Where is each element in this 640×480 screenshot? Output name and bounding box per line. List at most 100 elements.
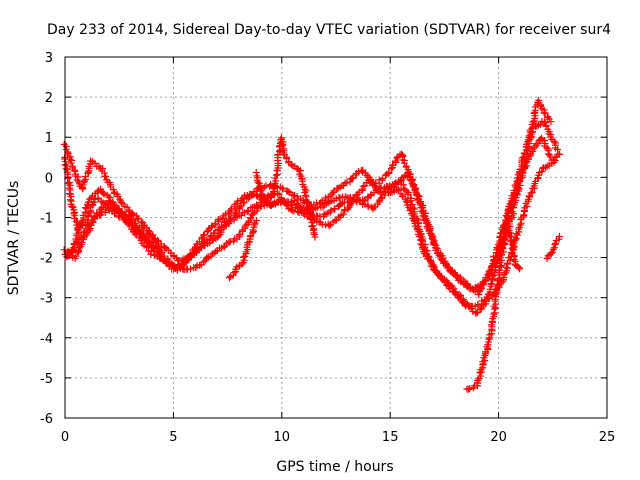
data-point — [504, 223, 512, 231]
x-tick-label: 10 — [274, 430, 291, 445]
data-point — [66, 155, 74, 163]
data-point — [403, 187, 411, 195]
data-point — [99, 189, 107, 197]
data-point — [260, 202, 268, 210]
data-point — [311, 233, 319, 241]
y-tick-label: -2 — [40, 252, 53, 267]
data-point — [331, 217, 339, 225]
data-point — [218, 222, 226, 230]
data-point — [364, 203, 372, 211]
data-point — [208, 222, 216, 230]
data-point — [287, 161, 295, 169]
data-point — [225, 274, 233, 282]
data-point — [327, 206, 335, 214]
data-point — [534, 139, 542, 147]
data-point — [117, 199, 125, 207]
data-point — [186, 251, 194, 259]
data-point — [230, 211, 238, 219]
data-point — [140, 229, 148, 237]
data-point — [400, 173, 408, 181]
data-point — [85, 222, 93, 230]
data-point — [474, 376, 482, 384]
y-tick-label: -6 — [40, 412, 53, 427]
data-point — [186, 265, 194, 273]
x-tick-label: 0 — [61, 430, 69, 445]
data-point — [325, 222, 333, 230]
data-point — [383, 186, 391, 194]
y-tick-label: -3 — [40, 292, 53, 307]
data-point — [408, 211, 416, 219]
data-point — [203, 236, 211, 244]
data-point — [527, 189, 535, 197]
data-point — [278, 142, 286, 150]
data-point — [352, 191, 360, 199]
data-point — [415, 232, 423, 240]
data-point — [543, 144, 551, 152]
data-point — [111, 210, 119, 218]
data-point — [211, 229, 219, 237]
data-point — [395, 186, 403, 194]
data-point — [259, 191, 267, 199]
data-point — [496, 266, 504, 274]
data-point — [151, 238, 159, 246]
data-point — [234, 197, 242, 205]
data-point — [555, 233, 563, 241]
data-point — [477, 372, 485, 380]
data-point — [127, 215, 135, 223]
data-point — [243, 207, 251, 215]
data-point — [266, 194, 274, 202]
data-point — [515, 185, 523, 193]
data-point — [476, 369, 484, 377]
data-point — [158, 249, 166, 257]
data-point — [547, 118, 555, 126]
data-point — [62, 165, 70, 173]
y-tick-label: -1 — [40, 211, 53, 226]
data-point — [211, 221, 219, 229]
data-point — [239, 199, 247, 207]
series-track-2 — [60, 156, 559, 317]
y-tick-label: 0 — [45, 171, 53, 186]
data-point — [545, 130, 553, 138]
data-point — [238, 260, 246, 268]
data-point — [299, 209, 307, 217]
data-points — [60, 96, 564, 393]
data-point — [66, 196, 74, 204]
data-point — [523, 202, 531, 210]
data-point — [429, 262, 437, 270]
data-point — [385, 168, 393, 176]
data-point — [295, 202, 303, 210]
data-point — [465, 385, 473, 393]
data-point — [540, 118, 548, 126]
data-point — [303, 199, 311, 207]
data-point — [488, 280, 496, 288]
data-point — [161, 244, 169, 252]
data-point — [239, 253, 247, 261]
data-point — [534, 174, 542, 182]
data-point — [147, 250, 155, 258]
data-point — [73, 176, 81, 184]
data-point — [331, 205, 339, 213]
data-point — [310, 229, 318, 237]
series-track-7 — [225, 217, 260, 282]
data-point — [450, 285, 458, 293]
data-point — [245, 192, 253, 200]
data-point — [553, 145, 561, 153]
data-point — [406, 176, 414, 184]
data-point — [230, 268, 238, 276]
data-point — [394, 185, 402, 193]
data-point — [236, 203, 244, 211]
data-point — [433, 245, 441, 253]
data-point — [278, 184, 286, 192]
data-point — [293, 164, 301, 172]
data-point — [549, 245, 557, 253]
data-point — [426, 257, 434, 265]
data-point — [66, 190, 74, 198]
data-point — [267, 181, 275, 189]
x-tick-label: 25 — [599, 430, 616, 445]
data-point — [547, 249, 555, 257]
data-point — [348, 174, 356, 182]
data-point — [392, 158, 400, 166]
data-point — [402, 197, 410, 205]
y-axis-ticks: -6 -5 -4 -3 -2 -1 0 1 2 3 — [40, 51, 607, 427]
